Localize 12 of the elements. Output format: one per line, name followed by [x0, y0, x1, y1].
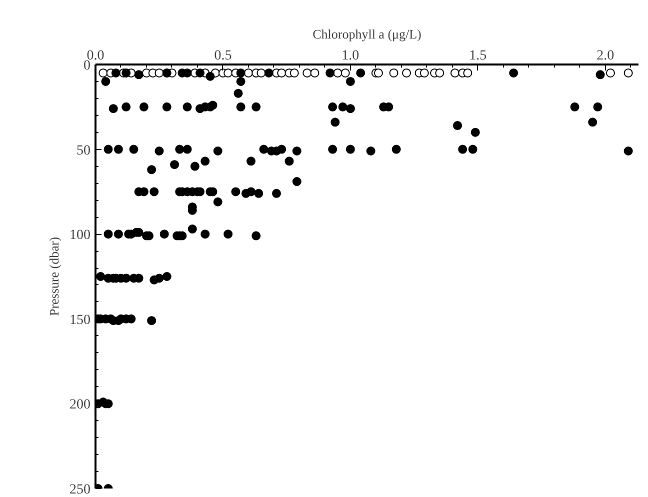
x-tick-label: 1.5: [469, 48, 487, 64]
y-tick-label: 0: [84, 58, 90, 74]
y-tick-label: 200: [70, 398, 90, 413]
x-tick-label: 0.5: [214, 48, 232, 64]
y-tick-label: 50: [76, 143, 90, 158]
y-tick-label: 100: [70, 228, 90, 244]
y-axis-title: Pressure (dbar): [46, 236, 62, 316]
y-tick-label: 150: [70, 312, 90, 328]
x-axis-title: Chlorophyll a (μg/L): [312, 26, 422, 42]
x-tick-label: 2.0: [596, 48, 614, 64]
x-tick-label: 1.0: [342, 48, 360, 64]
y-tick-label: 250: [70, 482, 90, 497]
